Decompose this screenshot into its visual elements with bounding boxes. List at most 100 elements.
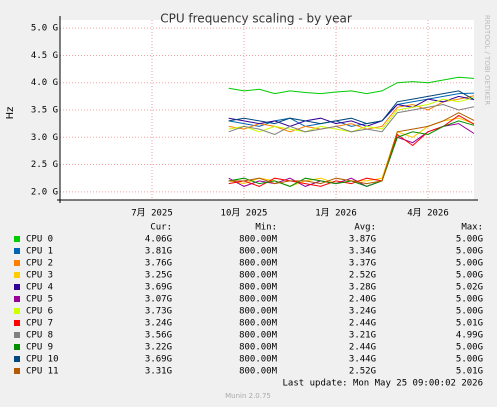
- legend-name: CPU 11: [26, 367, 59, 377]
- legend-stat: 3.24G: [349, 307, 376, 317]
- legend-stat: 4.99G: [456, 331, 483, 341]
- legend-stat: 5.00G: [456, 271, 483, 281]
- legend-name: CPU 4: [26, 283, 53, 293]
- legend-stat: 3.69G: [145, 283, 172, 293]
- legend-stat: 3.21G: [349, 331, 376, 341]
- legend-stat: 800.00M: [239, 355, 278, 365]
- legend-stat: 800.00M: [239, 235, 278, 245]
- legend-stat: 3.56G: [145, 331, 172, 341]
- legend-stat: 3.31G: [145, 367, 172, 377]
- legend-swatch: [14, 332, 20, 338]
- y-tick-label: 4.5 G: [31, 51, 58, 61]
- legend-stat: 3.81G: [145, 247, 172, 257]
- legend-swatch: [14, 356, 20, 362]
- series-line: [228, 114, 475, 187]
- legend-stat: 3.76G: [145, 259, 172, 269]
- legend-stat: 3.07G: [145, 295, 172, 305]
- legend-swatch: [14, 344, 20, 350]
- y-axis-label: Hz: [5, 107, 16, 120]
- side-text: RRDTOOL / TOBI OETIKER: [483, 15, 491, 105]
- series-line: [228, 103, 475, 136]
- legend-stat: 2.52G: [349, 367, 376, 377]
- legend-swatch: [14, 320, 20, 326]
- legend-stat: 3.87G: [349, 235, 376, 245]
- x-tick-label: 4月 2026: [407, 208, 449, 219]
- legend-swatch: [14, 272, 20, 278]
- legend-stat: 5.00G: [456, 355, 483, 365]
- legend-stat: 5.00G: [456, 343, 483, 353]
- legend-header: Avg:: [354, 223, 376, 233]
- legend-stat: 2.44G: [349, 343, 376, 353]
- legend-stat: 3.34G: [349, 247, 376, 257]
- legend-name: CPU 0: [26, 235, 53, 245]
- legend-stat: 800.00M: [239, 343, 278, 353]
- legend-swatch: [14, 308, 20, 314]
- legend-name: CPU 8: [26, 331, 53, 341]
- footer: Munin 2.0.75: [225, 392, 271, 400]
- series-line: [228, 112, 475, 185]
- series-line: [228, 90, 475, 125]
- y-tick-label: 2.0 G: [31, 187, 58, 197]
- legend-stat: 800.00M: [239, 307, 278, 317]
- legend-stat: 3.69G: [145, 355, 172, 365]
- legend-stat: 2.40G: [349, 295, 376, 305]
- legend-name: CPU 9: [26, 343, 53, 353]
- series-line: [228, 95, 475, 127]
- legend-stat: 2.52G: [349, 271, 376, 281]
- legend-stat: 5.02G: [456, 283, 483, 293]
- y-tick-label: 3.5 G: [31, 106, 58, 116]
- legend-swatch: [14, 284, 20, 290]
- legend-name: CPU 3: [26, 271, 53, 281]
- legend-stat: 800.00M: [239, 295, 278, 305]
- x-tick-label: 7月 2025: [131, 208, 173, 219]
- legend-stat: 800.00M: [239, 247, 278, 257]
- legend-name: CPU 7: [26, 319, 53, 329]
- y-tick-label: 4.0 G: [31, 78, 58, 88]
- legend-stat: 5.00G: [456, 307, 483, 317]
- legend-header: Cur:: [150, 223, 172, 233]
- legend-swatch: [14, 236, 20, 242]
- legend-stat: 4.06G: [145, 235, 172, 245]
- legend-swatch: [14, 296, 20, 302]
- legend-stat: 3.28G: [349, 283, 376, 293]
- legend-swatch: [14, 260, 20, 266]
- legend-name: CPU 6: [26, 307, 53, 317]
- legend-header: Max:: [461, 223, 483, 233]
- x-tick-label: 1月 2026: [315, 208, 357, 219]
- y-tick-label: 2.5 G: [31, 160, 58, 170]
- legend-stat: 5.01G: [456, 367, 483, 377]
- legend-name: CPU 1: [26, 247, 53, 257]
- legend-stat: 800.00M: [239, 271, 278, 281]
- legend-stat: 3.73G: [145, 307, 172, 317]
- legend-stat: 5.00G: [456, 259, 483, 269]
- legend-stat: 3.44G: [349, 355, 376, 365]
- legend-header: Min:: [255, 223, 277, 233]
- y-tick-label: 3.0 G: [31, 133, 58, 143]
- legend-stat: 5.00G: [456, 247, 483, 257]
- legend-stat: 800.00M: [239, 331, 278, 341]
- legend-stat: 2.44G: [349, 319, 376, 329]
- legend-swatch: [14, 368, 20, 374]
- chart-title: CPU frequency scaling - by year: [160, 12, 352, 26]
- y-tick-label: 5.0 G: [31, 24, 58, 34]
- legend-stat: 5.00G: [456, 295, 483, 305]
- series-line: [228, 76, 475, 95]
- legend-stat: 3.24G: [145, 319, 172, 329]
- legend-stat: 5.01G: [456, 319, 483, 329]
- series-line: [228, 95, 475, 133]
- legend-stat: 800.00M: [239, 367, 278, 377]
- legend-swatch: [14, 248, 20, 254]
- legend-stat: 800.00M: [239, 283, 278, 293]
- legend-name: CPU 5: [26, 295, 53, 305]
- legend-stat: 3.25G: [145, 271, 172, 281]
- legend-stat: 800.00M: [239, 319, 278, 329]
- x-tick-label: 10月 2025: [221, 208, 268, 219]
- legend-stat: 800.00M: [239, 259, 278, 269]
- legend-stat: 3.37G: [349, 259, 376, 269]
- legend-stat: 3.22G: [145, 343, 172, 353]
- last-update: Last update: Mon May 25 09:00:02 2026: [283, 379, 483, 389]
- legend-name: CPU 2: [26, 259, 53, 269]
- legend-name: CPU 10: [26, 355, 59, 365]
